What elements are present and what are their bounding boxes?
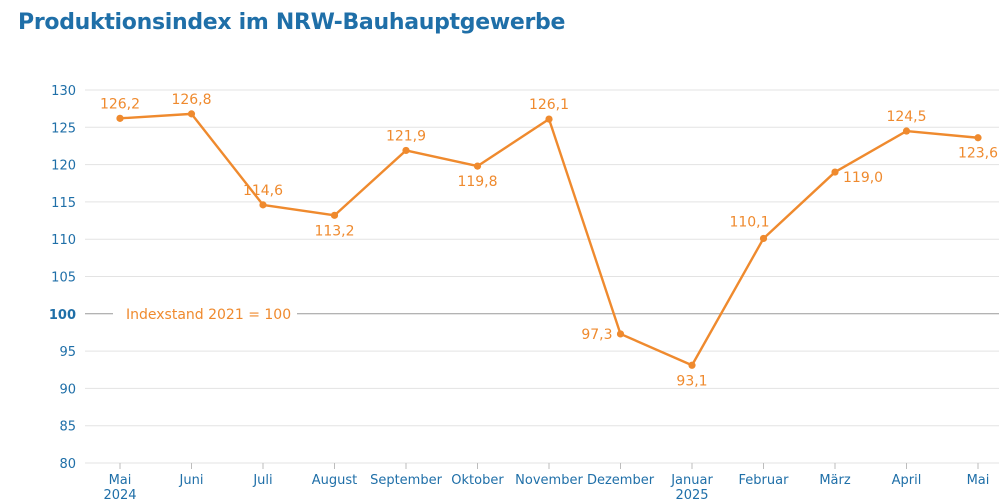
- data-point: [330, 211, 339, 219]
- data-label: 126,1: [529, 97, 569, 113]
- y-tick-label: 110: [51, 233, 76, 248]
- data-point: [974, 134, 982, 142]
- y-tick-label: 105: [51, 271, 76, 286]
- data-point: [116, 114, 124, 122]
- gridlines: [85, 89, 999, 464]
- data-label: 119,8: [457, 174, 497, 190]
- data-point: [259, 201, 267, 209]
- x-tick-label: März: [819, 473, 851, 488]
- data-label: 126,8: [171, 92, 211, 108]
- data-point: [688, 361, 696, 369]
- data-labels: 126,2 126,8 114,6 113,2 121,9 119,8 126,1 97,3 9…: [100, 92, 998, 389]
- y-tick-label: 115: [51, 196, 76, 211]
- data-label: 93,1: [676, 373, 707, 389]
- data-point: [187, 110, 196, 118]
- data-point: [616, 330, 625, 338]
- data-point: [545, 115, 553, 123]
- data-label: 121,9: [386, 128, 426, 144]
- x-tick-label: Oktober: [451, 473, 504, 488]
- x-tick-label: September: [370, 473, 443, 488]
- y-tick-label: 80: [59, 457, 76, 472]
- y-tick-label: 125: [51, 121, 76, 136]
- x-tick-label: Dezember: [587, 473, 655, 488]
- x-tick-label: Juli: [252, 473, 272, 488]
- y-tick-label: 95: [59, 345, 76, 360]
- chart-title: Produktionsindex im NRW-Bauhauptgewerbe: [18, 10, 566, 35]
- x-tick-label: Mai: [967, 473, 990, 488]
- data-label: 123,6: [958, 146, 998, 162]
- data-label: 97,3: [581, 327, 612, 343]
- x-tick-label: Januar: [670, 473, 713, 488]
- x-year-label: 2024: [103, 488, 136, 501]
- x-tick-label: Juni: [179, 473, 204, 488]
- data-point: [902, 127, 911, 135]
- y-tick-label: 120: [51, 159, 76, 174]
- reference-line-group: Indexstand 2021 = 100: [85, 307, 999, 323]
- y-tick-label: 85: [59, 420, 76, 435]
- data-label: 124,5: [886, 109, 926, 125]
- x-tick-label: April: [892, 473, 922, 488]
- series-group: [116, 110, 982, 369]
- x-tick-label: August: [312, 473, 358, 488]
- data-label: 114,6: [243, 183, 283, 199]
- y-tick-label: 130: [51, 84, 76, 99]
- y-tick-label: 90: [59, 382, 76, 397]
- data-label: 126,2: [100, 96, 140, 112]
- y-tick-label: 100: [49, 308, 76, 323]
- data-label: 113,2: [314, 223, 354, 239]
- data-point: [831, 168, 839, 176]
- data-point: [759, 234, 768, 243]
- x-tick-label: November: [515, 473, 583, 488]
- x-year-label: 2025: [675, 488, 708, 501]
- x-tick-label: Februar: [739, 473, 790, 488]
- data-point: [402, 146, 410, 155]
- data-label: 119,0: [843, 170, 883, 186]
- x-tick-label: Mai: [109, 473, 132, 488]
- y-axis-ticks: 80 85 90 95 100 105 110 115 120 125 130: [49, 84, 76, 472]
- data-point: [473, 162, 482, 170]
- data-label: 110,1: [729, 214, 769, 230]
- reference-line-label: Indexstand 2021 = 100: [126, 307, 291, 323]
